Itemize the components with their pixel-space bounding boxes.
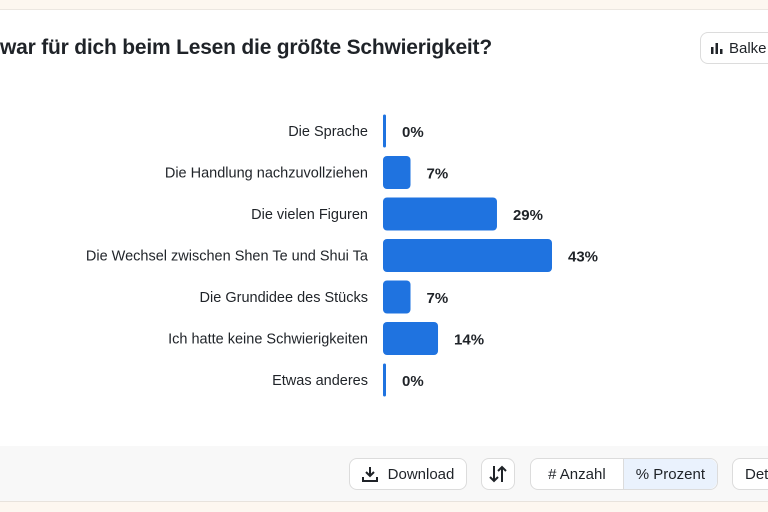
value-label: 7% — [427, 166, 449, 183]
bar — [383, 322, 439, 355]
bar — [383, 114, 386, 148]
category-label: Die Wechsel zwischen Shen Te und Shui Ta — [86, 249, 369, 265]
download-icon — [361, 467, 378, 482]
sort-button[interactable] — [481, 458, 515, 490]
bar — [383, 280, 411, 314]
bar-chart: Die Sprache 0% Die Handlung nachzuvollzieh… — [86, 114, 598, 397]
value-label: 7% — [427, 290, 449, 307]
download-label: Download — [387, 465, 455, 483]
percent-label: % Prozent — [635, 465, 705, 483]
question-title: war für dich beim Lesen die größte Schwi… — [0, 36, 492, 59]
count-mode-button[interactable]: # Anzahl — [531, 459, 624, 489]
value-label: 14% — [454, 332, 484, 349]
chart-type-button[interactable]: Balke — [700, 32, 768, 64]
value-label: 0% — [402, 124, 424, 141]
percent-mode-button[interactable]: % Prozent — [623, 459, 717, 489]
footer-toolbar: Download # Anzahl % Prozent Det — [0, 446, 768, 502]
bar — [383, 156, 411, 189]
category-label: Etwas anderes — [272, 373, 368, 389]
value-label: 0% — [402, 373, 424, 390]
category-label: Die Grundidee des Stücks — [200, 290, 368, 306]
bar-chart-icon — [711, 43, 723, 54]
top-band — [0, 0, 768, 10]
value-label: 29% — [513, 207, 543, 224]
value-label: 43% — [568, 249, 598, 266]
display-mode-toggle: # Anzahl % Prozent — [530, 458, 718, 490]
count-label: # Anzahl — [548, 465, 606, 483]
bar — [383, 239, 552, 272]
details-button[interactable]: Det — [732, 458, 768, 490]
category-label: Die vielen Figuren — [251, 207, 368, 223]
category-label: Die Handlung nachzuvollziehen — [165, 166, 368, 182]
bar — [383, 197, 497, 231]
bar — [383, 363, 386, 397]
category-label: Die Sprache — [288, 124, 368, 140]
chart-type-label: Balke — [729, 39, 767, 57]
category-label: Ich hatte keine Schwierigkeiten — [168, 332, 368, 348]
details-label: Det — [745, 465, 768, 483]
download-button[interactable]: Download — [349, 458, 467, 490]
sort-arrows-icon — [489, 465, 507, 483]
